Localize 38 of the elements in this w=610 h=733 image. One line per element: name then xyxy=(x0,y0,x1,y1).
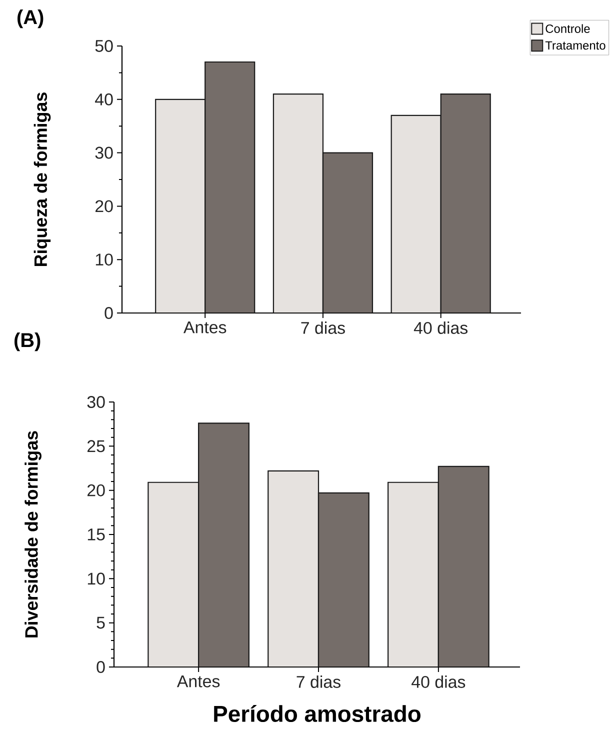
bar xyxy=(440,94,491,313)
y-tick-label: 0 xyxy=(104,306,113,319)
y-tick-label: 15 xyxy=(88,528,105,540)
y-axis-title: Diversidade de formigas xyxy=(24,431,42,638)
y-tick-label: 10 xyxy=(96,254,113,266)
y-tick-label: 50 xyxy=(95,40,113,52)
bar xyxy=(272,94,324,313)
y-axis-title: Riqueza de formigas xyxy=(34,92,51,266)
y-tick-label: 0 xyxy=(96,660,105,673)
bar xyxy=(268,470,320,667)
y-tick-label: 10 xyxy=(88,572,105,585)
bar xyxy=(155,98,206,313)
x-tick-label: Antes xyxy=(183,322,226,334)
x-tick-label: Antes xyxy=(176,676,220,688)
bar xyxy=(438,466,490,667)
bar xyxy=(148,482,200,667)
x-tick-label: 7 dias xyxy=(296,676,340,688)
bar xyxy=(322,152,374,313)
y-tick-label: 30 xyxy=(87,396,105,408)
y-tick-label: 5 xyxy=(96,616,105,629)
x-tick-label: 7 dias xyxy=(301,322,345,334)
y-tick-label: 30 xyxy=(95,146,113,159)
x-tick-label: 40 dias xyxy=(412,676,466,688)
legend-label: Controle xyxy=(546,24,590,33)
y-tick-label: 20 xyxy=(88,484,105,496)
chart-title: (B) xyxy=(14,332,40,352)
y-tick-label: 25 xyxy=(88,440,105,452)
bar xyxy=(318,492,370,667)
legend-label: Tratamento xyxy=(545,41,606,50)
x-tick-label: 40 dias xyxy=(414,322,468,334)
bar xyxy=(388,482,439,667)
y-tick-label: 20 xyxy=(96,200,113,212)
x-axis-title: Período amostrado xyxy=(214,704,420,722)
y-tick-label: 40 xyxy=(95,93,113,106)
bar xyxy=(390,114,442,313)
bar xyxy=(204,61,256,313)
bar xyxy=(198,422,250,667)
chart-title: (A) xyxy=(18,10,44,28)
